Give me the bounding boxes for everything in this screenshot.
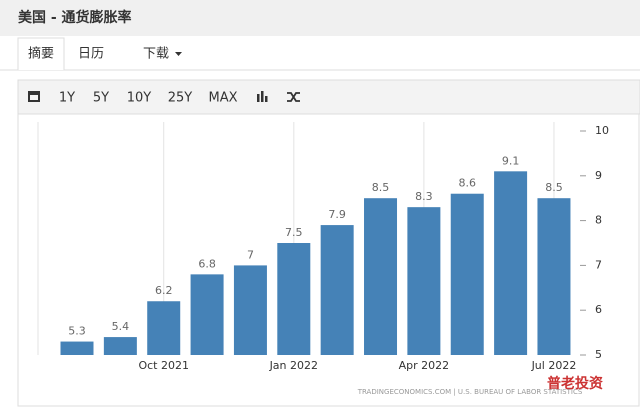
y-tick-label: 10 [595, 124, 609, 137]
toolbar [17, 79, 640, 115]
tab[interactable]: 摘要 [28, 46, 54, 62]
active-tab[interactable] [17, 37, 65, 70]
data-label: 8.3 [415, 190, 433, 203]
x-tick-label: Oct 2021 [138, 359, 189, 372]
x-tick-label: Jan 2022 [269, 359, 318, 372]
data-label: 6.8 [198, 257, 216, 270]
bar [537, 198, 571, 355]
y-tick-label: 9 [595, 169, 602, 182]
bar [190, 274, 224, 355]
bar [277, 243, 311, 355]
tab[interactable]: 日历 [78, 47, 104, 62]
y-tick-label: 6 [595, 303, 602, 316]
bar [60, 341, 94, 355]
watermark: 普老投资 [547, 375, 603, 392]
bar [103, 337, 137, 355]
range-button[interactable]: 10Y [127, 91, 152, 106]
source-note: TRADINGECONOMICS.COM | U.S. BUREAU OF LA… [357, 388, 583, 396]
data-label: 7.5 [285, 226, 303, 239]
x-tick-label: Apr 2022 [399, 359, 450, 372]
range-button[interactable]: 5Y [93, 91, 109, 106]
shuffle-icon[interactable] [287, 92, 300, 102]
bar [450, 193, 484, 355]
data-label: 8.5 [372, 181, 390, 194]
bar [147, 301, 181, 355]
data-label: 7.9 [328, 208, 346, 221]
page-title: 美国 - 通货膨胀率 [18, 9, 132, 26]
bar [233, 265, 267, 355]
data-label: 6.2 [155, 284, 173, 297]
data-label: 9.1 [502, 154, 520, 167]
bar [407, 207, 441, 355]
range-button[interactable]: MAX [208, 91, 237, 106]
tab[interactable]: 下载 [143, 47, 169, 62]
y-tick-label: 8 [595, 214, 602, 227]
data-label: 8.6 [458, 177, 476, 190]
dropdown-caret [175, 52, 182, 56]
data-label: 7 [247, 248, 254, 261]
y-tick-label: 5 [595, 348, 602, 361]
bar-chart-icon[interactable] [257, 91, 268, 102]
data-label: 5.3 [68, 325, 86, 338]
calendar-icon[interactable] [28, 91, 40, 102]
data-label: 5.4 [112, 320, 130, 333]
bar [364, 198, 398, 355]
header-bar [0, 0, 640, 36]
bar [494, 171, 528, 355]
bar [320, 225, 354, 355]
range-button[interactable]: 1Y [59, 91, 75, 106]
data-label: 8.5 [545, 181, 563, 194]
x-tick-label: Jul 2022 [531, 359, 577, 372]
range-button[interactable]: 25Y [168, 91, 193, 106]
y-tick-label: 7 [595, 258, 602, 271]
